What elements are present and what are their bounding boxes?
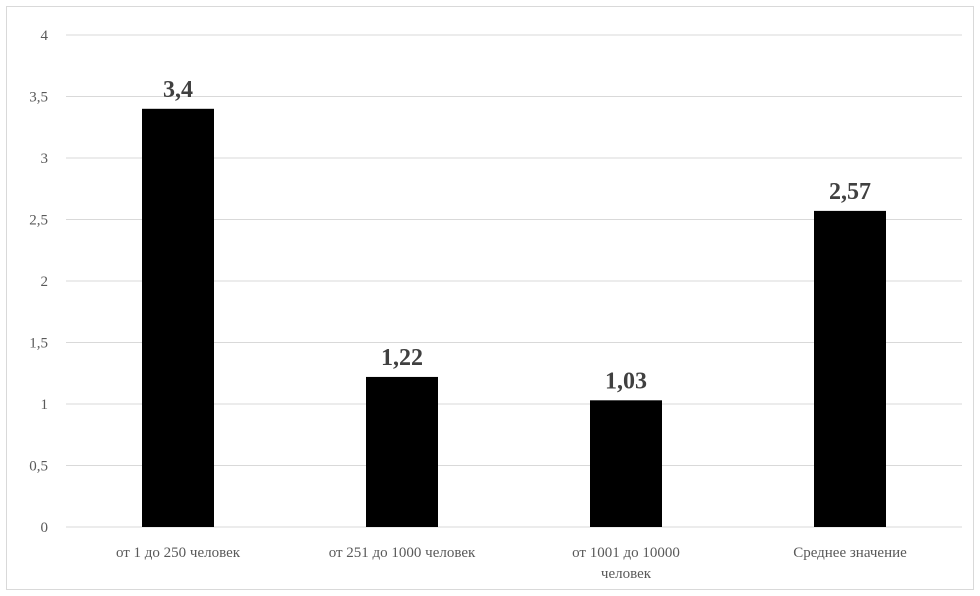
bar bbox=[366, 376, 438, 527]
bar bbox=[814, 210, 886, 527]
x-category-label: человек bbox=[601, 566, 652, 582]
bar bbox=[590, 400, 662, 527]
y-tick-label: 2 bbox=[41, 274, 49, 290]
data-label: 1,22 bbox=[381, 345, 423, 371]
y-tick-label: 3,5 bbox=[29, 90, 48, 106]
x-category-label: от 1001 до 10000 bbox=[572, 545, 680, 561]
data-label: 1,03 bbox=[605, 368, 647, 394]
x-category-label: от 251 до 1000 человек bbox=[329, 545, 476, 561]
y-tick-label: 3 bbox=[41, 151, 49, 167]
x-category-label: Среднее значение bbox=[793, 545, 907, 561]
y-tick-label: 2,5 bbox=[29, 213, 48, 229]
y-tick-label: 0 bbox=[41, 520, 49, 536]
y-tick-label: 1 bbox=[41, 397, 49, 413]
y-tick-label: 0,5 bbox=[29, 459, 48, 475]
data-label: 2,57 bbox=[829, 179, 871, 205]
data-label: 3,4 bbox=[163, 77, 193, 103]
y-tick-label: 4 bbox=[41, 28, 49, 44]
x-category-label: от 1 до 250 человек bbox=[116, 545, 241, 561]
y-tick-label: 1,5 bbox=[29, 336, 48, 352]
bar bbox=[142, 108, 214, 528]
